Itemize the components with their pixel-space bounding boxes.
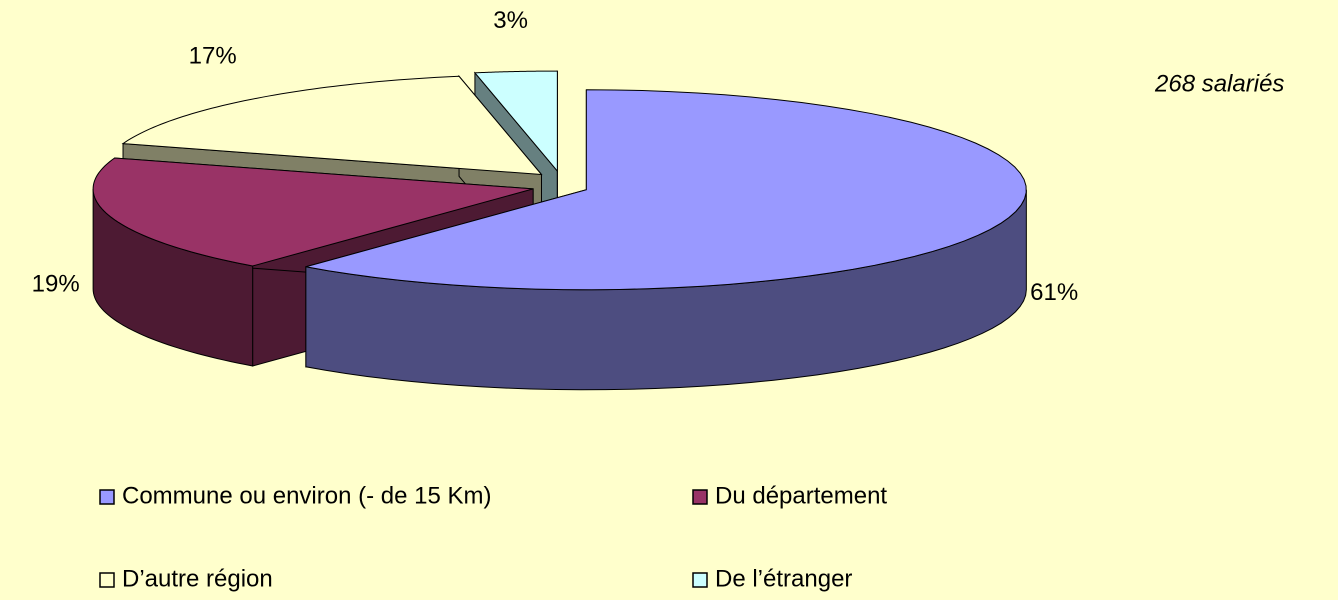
annotation: 268 salariés <box>1154 70 1284 97</box>
legend-swatch <box>692 489 708 505</box>
legend-label: Commune ou environ (- de 15 Km) <box>122 482 492 509</box>
data-label: 17% <box>189 42 237 69</box>
data-label: 19% <box>32 271 80 298</box>
slice <box>92 157 534 267</box>
data-label: 61% <box>1030 279 1078 306</box>
slice <box>473 70 558 173</box>
legend-label: Du département <box>715 482 887 509</box>
slice <box>305 89 1027 291</box>
slice <box>121 75 543 176</box>
legend-label: D’autre région <box>122 565 273 592</box>
legend-swatch <box>99 489 115 505</box>
legend-label: De l’étranger <box>715 565 852 592</box>
legend-swatch <box>99 572 115 588</box>
legend-swatch <box>692 572 708 588</box>
data-label: 3% <box>493 7 528 34</box>
